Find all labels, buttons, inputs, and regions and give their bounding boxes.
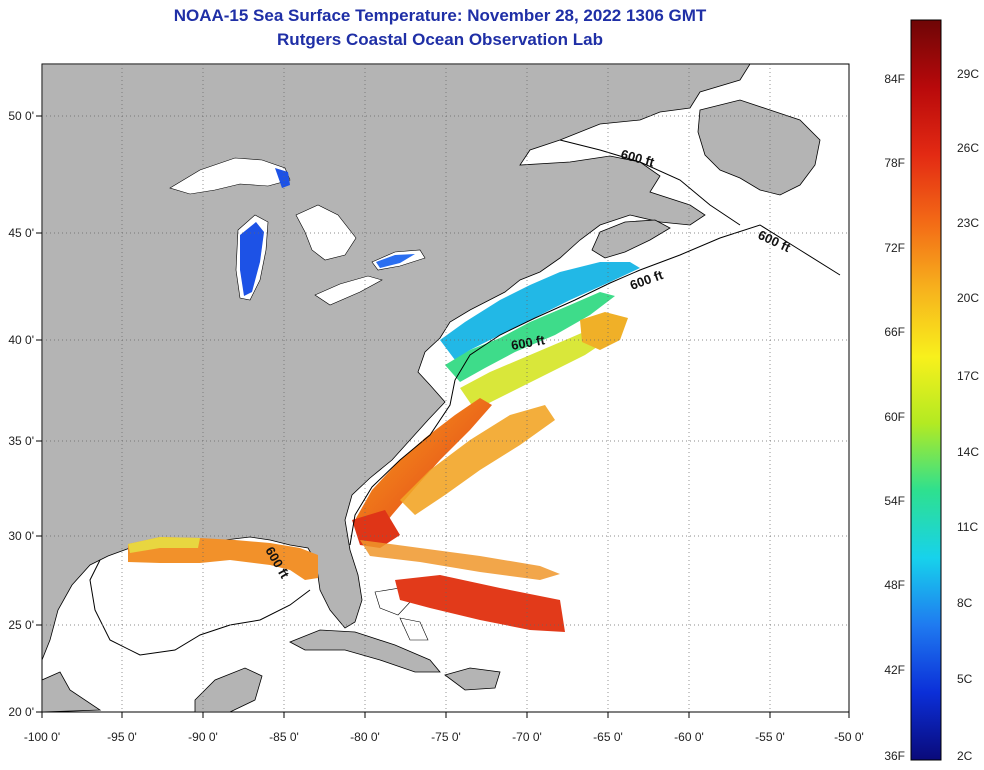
map-subtitle: Rutgers Coastal Ocean Observation Lab bbox=[277, 30, 603, 49]
isobath-600ft-north bbox=[559, 139, 741, 226]
sst-shelf-cool bbox=[440, 262, 640, 360]
isobath-600ft-gulf bbox=[89, 559, 311, 656]
land-newfoundland bbox=[697, 99, 821, 196]
longitude-label: -95 0' bbox=[107, 730, 137, 744]
longitude-label: -70 0' bbox=[512, 730, 542, 744]
longitude-label: -60 0' bbox=[674, 730, 704, 744]
colorbar-label-f: 36F bbox=[884, 749, 905, 763]
lake-superior bbox=[169, 157, 291, 195]
latitude-labels: 50 0' 45 0' 40 0' 35 0' 30 0' 25 0' 20 0' bbox=[8, 109, 42, 719]
colorbar-label-c: 14C bbox=[957, 445, 979, 459]
colorbar-label-c: 5C bbox=[957, 672, 973, 686]
colorbar-celsius-labels: 29C 26C 23C 20C 17C 14C 11C 8C 5C 2C bbox=[957, 67, 979, 763]
sst-florida-red bbox=[352, 510, 400, 548]
colorbar-label-c: 23C bbox=[957, 216, 979, 230]
colorbar-label-f: 84F bbox=[884, 72, 905, 86]
sst-south-red bbox=[395, 575, 565, 632]
land-mexico bbox=[42, 671, 102, 712]
longitude-label: -55 0' bbox=[755, 730, 785, 744]
latitude-label: 40 0' bbox=[8, 333, 34, 347]
colorbar-label-c: 2C bbox=[957, 749, 973, 763]
longitude-label: -85 0' bbox=[269, 730, 299, 744]
sst-lake-ontario bbox=[376, 254, 415, 268]
colorbar-label-c: 17C bbox=[957, 369, 979, 383]
graticule bbox=[42, 64, 849, 712]
sst-lake-superior bbox=[275, 168, 290, 188]
colorbar-label-f: 60F bbox=[884, 410, 905, 424]
colorbar-label-f: 78F bbox=[884, 156, 905, 170]
map-layers bbox=[42, 64, 841, 712]
colorbar bbox=[910, 19, 942, 761]
latitude-label: 50 0' bbox=[8, 109, 34, 123]
colorbar-label-f: 48F bbox=[884, 578, 905, 592]
lake-huron bbox=[295, 204, 357, 261]
longitude-label: -100 0' bbox=[24, 730, 60, 744]
colorbar-label-f: 66F bbox=[884, 325, 905, 339]
longitude-label: -80 0' bbox=[350, 730, 380, 744]
sst-shelf-yellow bbox=[460, 325, 615, 410]
colorbar-label-f: 42F bbox=[884, 663, 905, 677]
sst-atlantic-orange bbox=[400, 405, 555, 515]
sst-lake-michigan bbox=[240, 222, 264, 296]
latitude-label: 30 0' bbox=[8, 529, 34, 543]
colorbar-label-f: 54F bbox=[884, 494, 905, 508]
sst-gulf-stream bbox=[355, 398, 492, 540]
contour-label-600ft: 600 ft bbox=[510, 332, 547, 353]
latitude-label: 35 0' bbox=[8, 434, 34, 448]
land-hispaniola bbox=[444, 667, 501, 691]
longitude-label: -75 0' bbox=[431, 730, 461, 744]
land-bahamas bbox=[374, 587, 429, 641]
colorbar-label-f: 72F bbox=[884, 241, 905, 255]
land-nova-scotia bbox=[591, 219, 671, 259]
map-title: NOAA-15 Sea Surface Temperature: Novembe… bbox=[173, 6, 707, 25]
colorbar-label-c: 26C bbox=[957, 141, 979, 155]
longitude-labels: -100 0' -95 0' -90 0' -85 0' -80 0' -75 0' -70… bbox=[24, 712, 864, 744]
colorbar-label-c: 20C bbox=[957, 291, 979, 305]
colorbar-label-c: 29C bbox=[957, 67, 979, 81]
land-yucatan bbox=[194, 667, 263, 712]
sst-shelf-green bbox=[445, 292, 615, 382]
land-cuba bbox=[289, 629, 441, 673]
colorbar-label-c: 11C bbox=[957, 520, 978, 534]
latitude-label: 20 0' bbox=[8, 705, 34, 719]
sst-south-orange bbox=[360, 540, 560, 580]
colorbar-label-c: 8C bbox=[957, 596, 973, 610]
longitude-label: -90 0' bbox=[188, 730, 218, 744]
latitude-label: 25 0' bbox=[8, 618, 34, 632]
isobath-600ft-east bbox=[349, 224, 841, 546]
sst-shelf-orange bbox=[580, 312, 628, 350]
sst-gulf-cool-edge bbox=[128, 537, 200, 553]
colorbar-fahrenheit-labels: 84F 78F 72F 66F 60F 54F 48F 42F 36F bbox=[884, 72, 905, 763]
longitude-label: -65 0' bbox=[593, 730, 623, 744]
latitude-label: 45 0' bbox=[8, 226, 34, 240]
longitude-label: -50 0' bbox=[834, 730, 864, 744]
lake-erie bbox=[314, 275, 383, 306]
